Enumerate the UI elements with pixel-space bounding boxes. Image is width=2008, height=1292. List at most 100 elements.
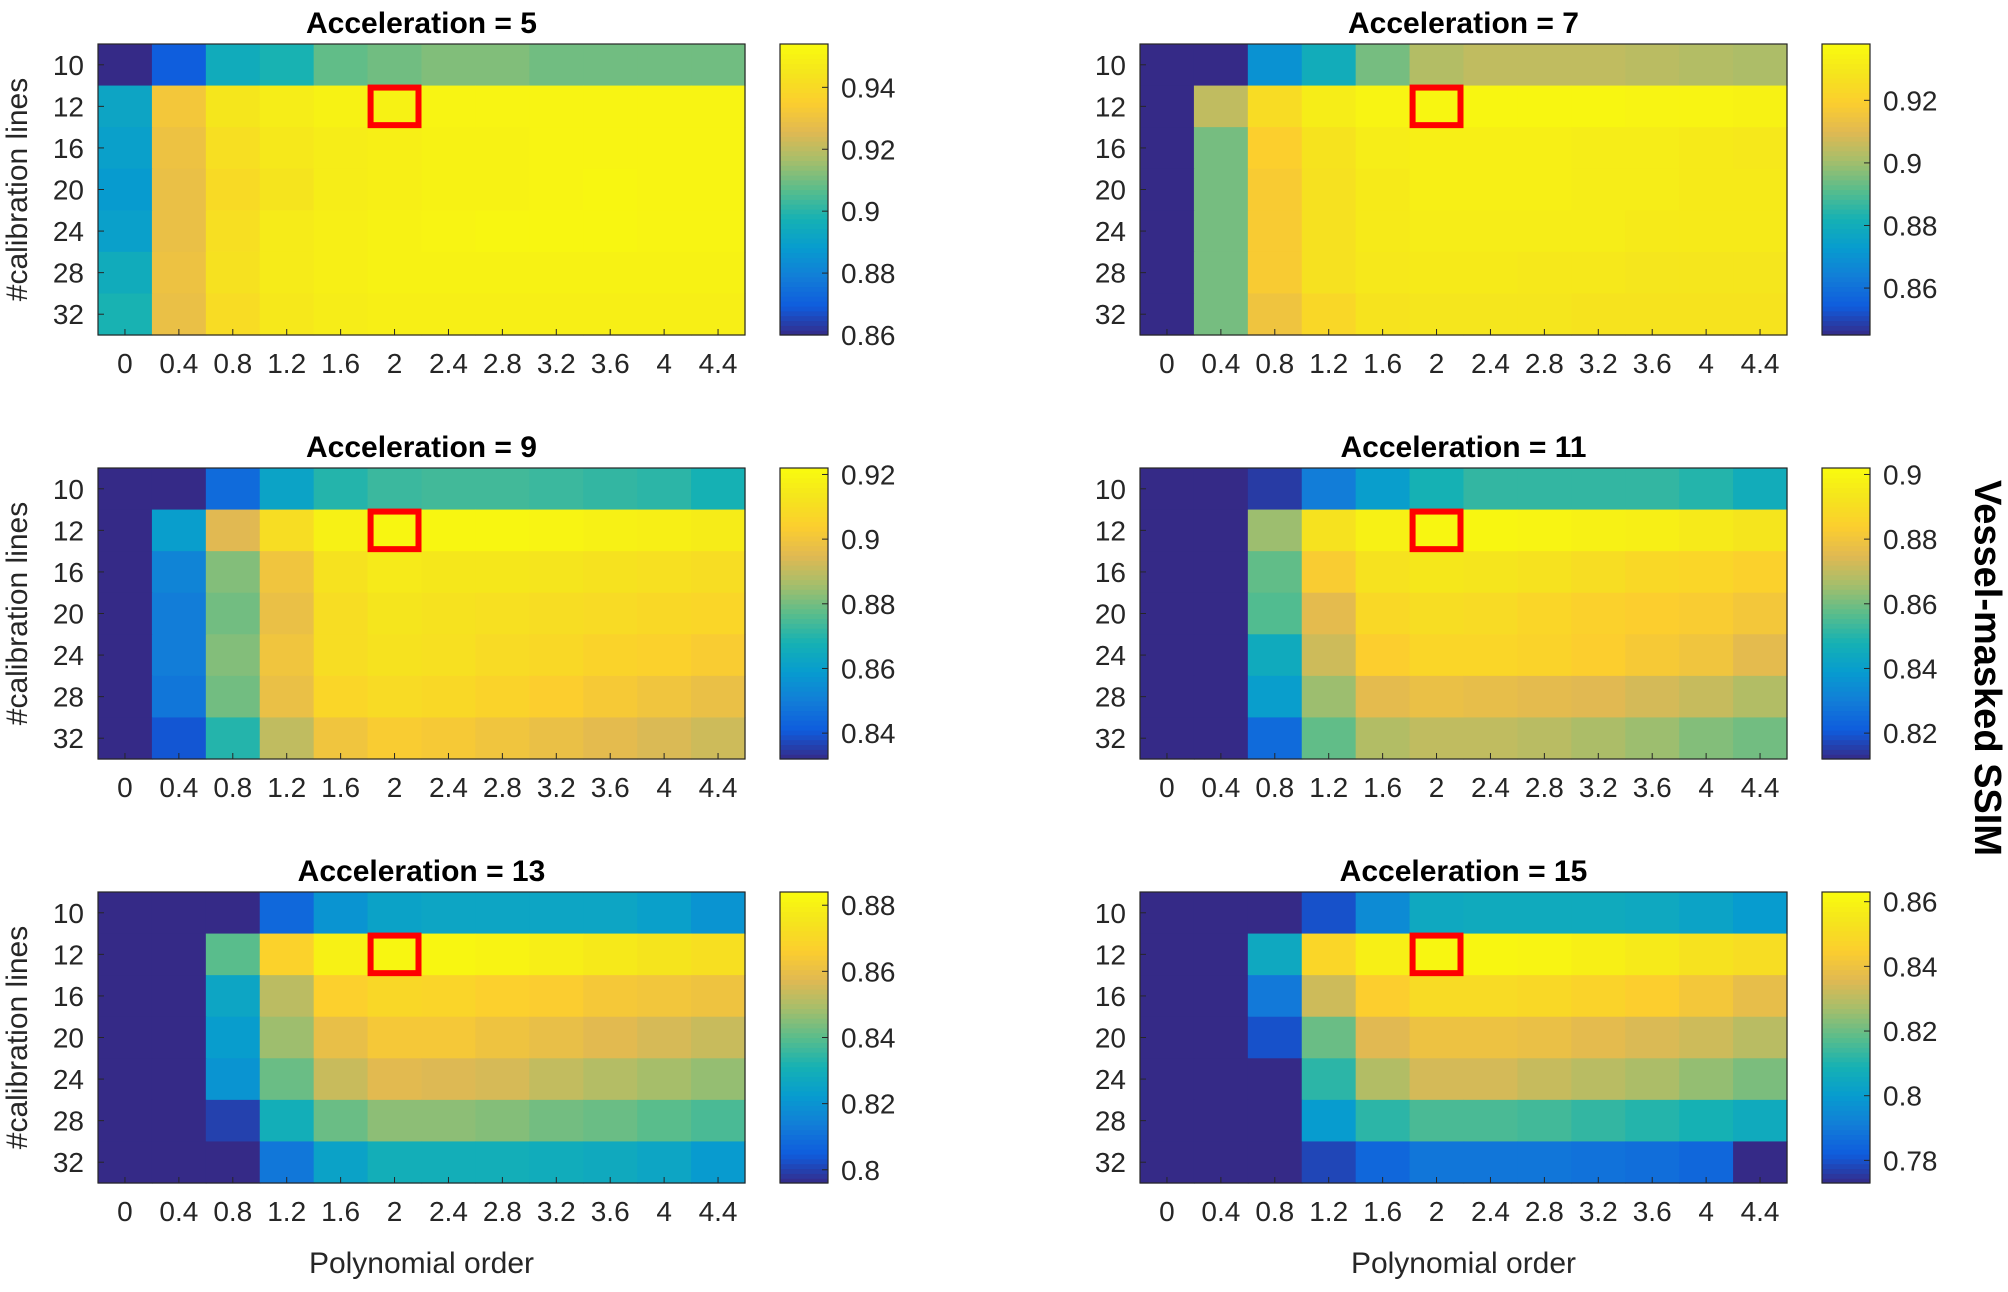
heatmap-cell: [1301, 293, 1357, 336]
colorbar-segment: [780, 233, 828, 239]
x-tick-label: 1.6: [1363, 772, 1402, 803]
heatmap-cell: [475, 933, 530, 976]
heatmap-cell: [98, 468, 153, 511]
colorbar-segment: [780, 1052, 828, 1058]
heatmap-cell: [475, 44, 530, 87]
heatmap-cell: [1571, 44, 1626, 87]
colorbar-segment: [1822, 291, 1870, 297]
x-tick-label: 0: [1159, 348, 1175, 379]
colorbar-segment: [1822, 565, 1870, 571]
heatmap-cell: [1409, 85, 1465, 128]
colorbar-segment: [780, 700, 828, 707]
x-tick-label: 2: [387, 772, 403, 803]
heatmap-cell: [151, 551, 207, 594]
colorbar-segment: [780, 945, 828, 951]
heatmap-cell: [151, 85, 207, 128]
colorbar-segment: [780, 984, 828, 990]
heatmap-cell: [1679, 551, 1734, 594]
colorbar-tick-label: 0.84: [1883, 951, 1938, 982]
colorbar-segment: [780, 925, 828, 932]
heatmap-cell: [691, 509, 746, 552]
heatmap-cell: [1571, 293, 1626, 336]
colorbar-segment: [1822, 691, 1870, 697]
colorbar-segment: [1822, 68, 1870, 74]
heatmap-cell: [1463, 1058, 1519, 1101]
colorbar-segment: [1822, 315, 1870, 322]
colorbar-tick-label: 0.9: [1883, 148, 1922, 179]
heatmap-cell: [1247, 975, 1303, 1018]
heatmap-cell: [1409, 975, 1465, 1018]
heatmap-cell: [1193, 717, 1249, 760]
y-tick-label: 24: [1095, 1064, 1126, 1095]
colorbar-segment: [780, 252, 828, 258]
x-tick-label: 2.8: [1525, 348, 1564, 379]
heatmap-cell: [583, 85, 638, 128]
colorbar-segment: [1822, 925, 1870, 932]
heatmap-cell: [1733, 551, 1788, 594]
heatmap-cell: [1193, 468, 1249, 511]
heatmap-cell: [421, 933, 477, 976]
colorbar-tick-label: 0.88: [841, 589, 896, 620]
x-tick-label: 1.6: [321, 1196, 360, 1227]
colorbar-segment: [1822, 252, 1870, 258]
heatmap-cell: [1247, 468, 1303, 511]
heatmap-cell: [259, 1016, 315, 1059]
heatmap-cell: [259, 1099, 315, 1143]
heatmap-cell: [1571, 468, 1626, 511]
colorbar-segment: [1822, 238, 1870, 244]
heatmap-cell: [691, 168, 746, 211]
x-tick-label: 2: [1429, 348, 1445, 379]
x-tick-label: 2: [387, 348, 403, 379]
heatmap-cell: [1355, 44, 1411, 87]
heatmap-cell: [313, 551, 369, 594]
x-tick-label: 2.8: [483, 772, 522, 803]
heatmap-cell: [205, 44, 261, 87]
heatmap-cell: [1733, 975, 1788, 1018]
colorbar-tick-label: 0.88: [1883, 524, 1938, 555]
heatmap-cell: [151, 251, 207, 295]
x-axis-label: Polynomial order: [309, 1247, 534, 1280]
heatmap-cell: [691, 551, 746, 594]
heatmap-cell: [1733, 1058, 1788, 1101]
x-tick-label: 0: [117, 772, 133, 803]
heatmap-cell: [1193, 1099, 1249, 1143]
highlight-box: [1409, 84, 1464, 129]
heatmap-cell: [1409, 1016, 1465, 1059]
x-tick-label: 3.6: [1633, 348, 1672, 379]
heatmap-cell: [1733, 293, 1788, 336]
heatmap-cell: [421, 551, 477, 594]
colorbar-segment: [780, 1081, 828, 1087]
x-tick-label: 1.2: [1309, 772, 1348, 803]
heatmap-cell: [1625, 468, 1680, 511]
heatmap-cell: [1571, 634, 1626, 677]
heatmap-cell: [205, 634, 261, 677]
heatmap-cell: [1247, 717, 1303, 760]
colorbar-segment: [1822, 734, 1870, 741]
x-tick-label: 0.4: [1201, 348, 1240, 379]
colorbar-tick-label: 0.84: [1883, 653, 1938, 684]
y-tick-label: 24: [1095, 640, 1126, 671]
colorbar-segment: [780, 892, 828, 898]
heatmap-cell: [1679, 717, 1734, 760]
colorbar-segment: [1822, 107, 1870, 113]
x-tick-label: 1.6: [1363, 348, 1402, 379]
heatmap-cell: [475, 85, 530, 128]
heatmap-cell: [1247, 551, 1303, 594]
colorbar-segment: [780, 1110, 828, 1116]
colorbar-segment: [1822, 1066, 1870, 1073]
colorbar-segment: [780, 628, 828, 634]
colorbar-segment: [780, 1008, 828, 1014]
colorbar-segment: [1822, 535, 1870, 542]
colorbar-tick-label: 0.86: [841, 653, 896, 684]
colorbar-segment: [780, 296, 828, 302]
heatmap-cell: [1679, 44, 1734, 87]
heatmap-cell: [1571, 85, 1626, 128]
y-tick-label: 12: [1095, 91, 1126, 122]
heatmap-cell: [151, 509, 207, 552]
colorbar-segment: [780, 257, 828, 263]
y-axis-label: #calibration lines: [1, 78, 34, 301]
heatmap-cell: [529, 717, 584, 760]
heatmap-cell: [1140, 1141, 1195, 1184]
heatmap-cell: [1409, 293, 1465, 336]
